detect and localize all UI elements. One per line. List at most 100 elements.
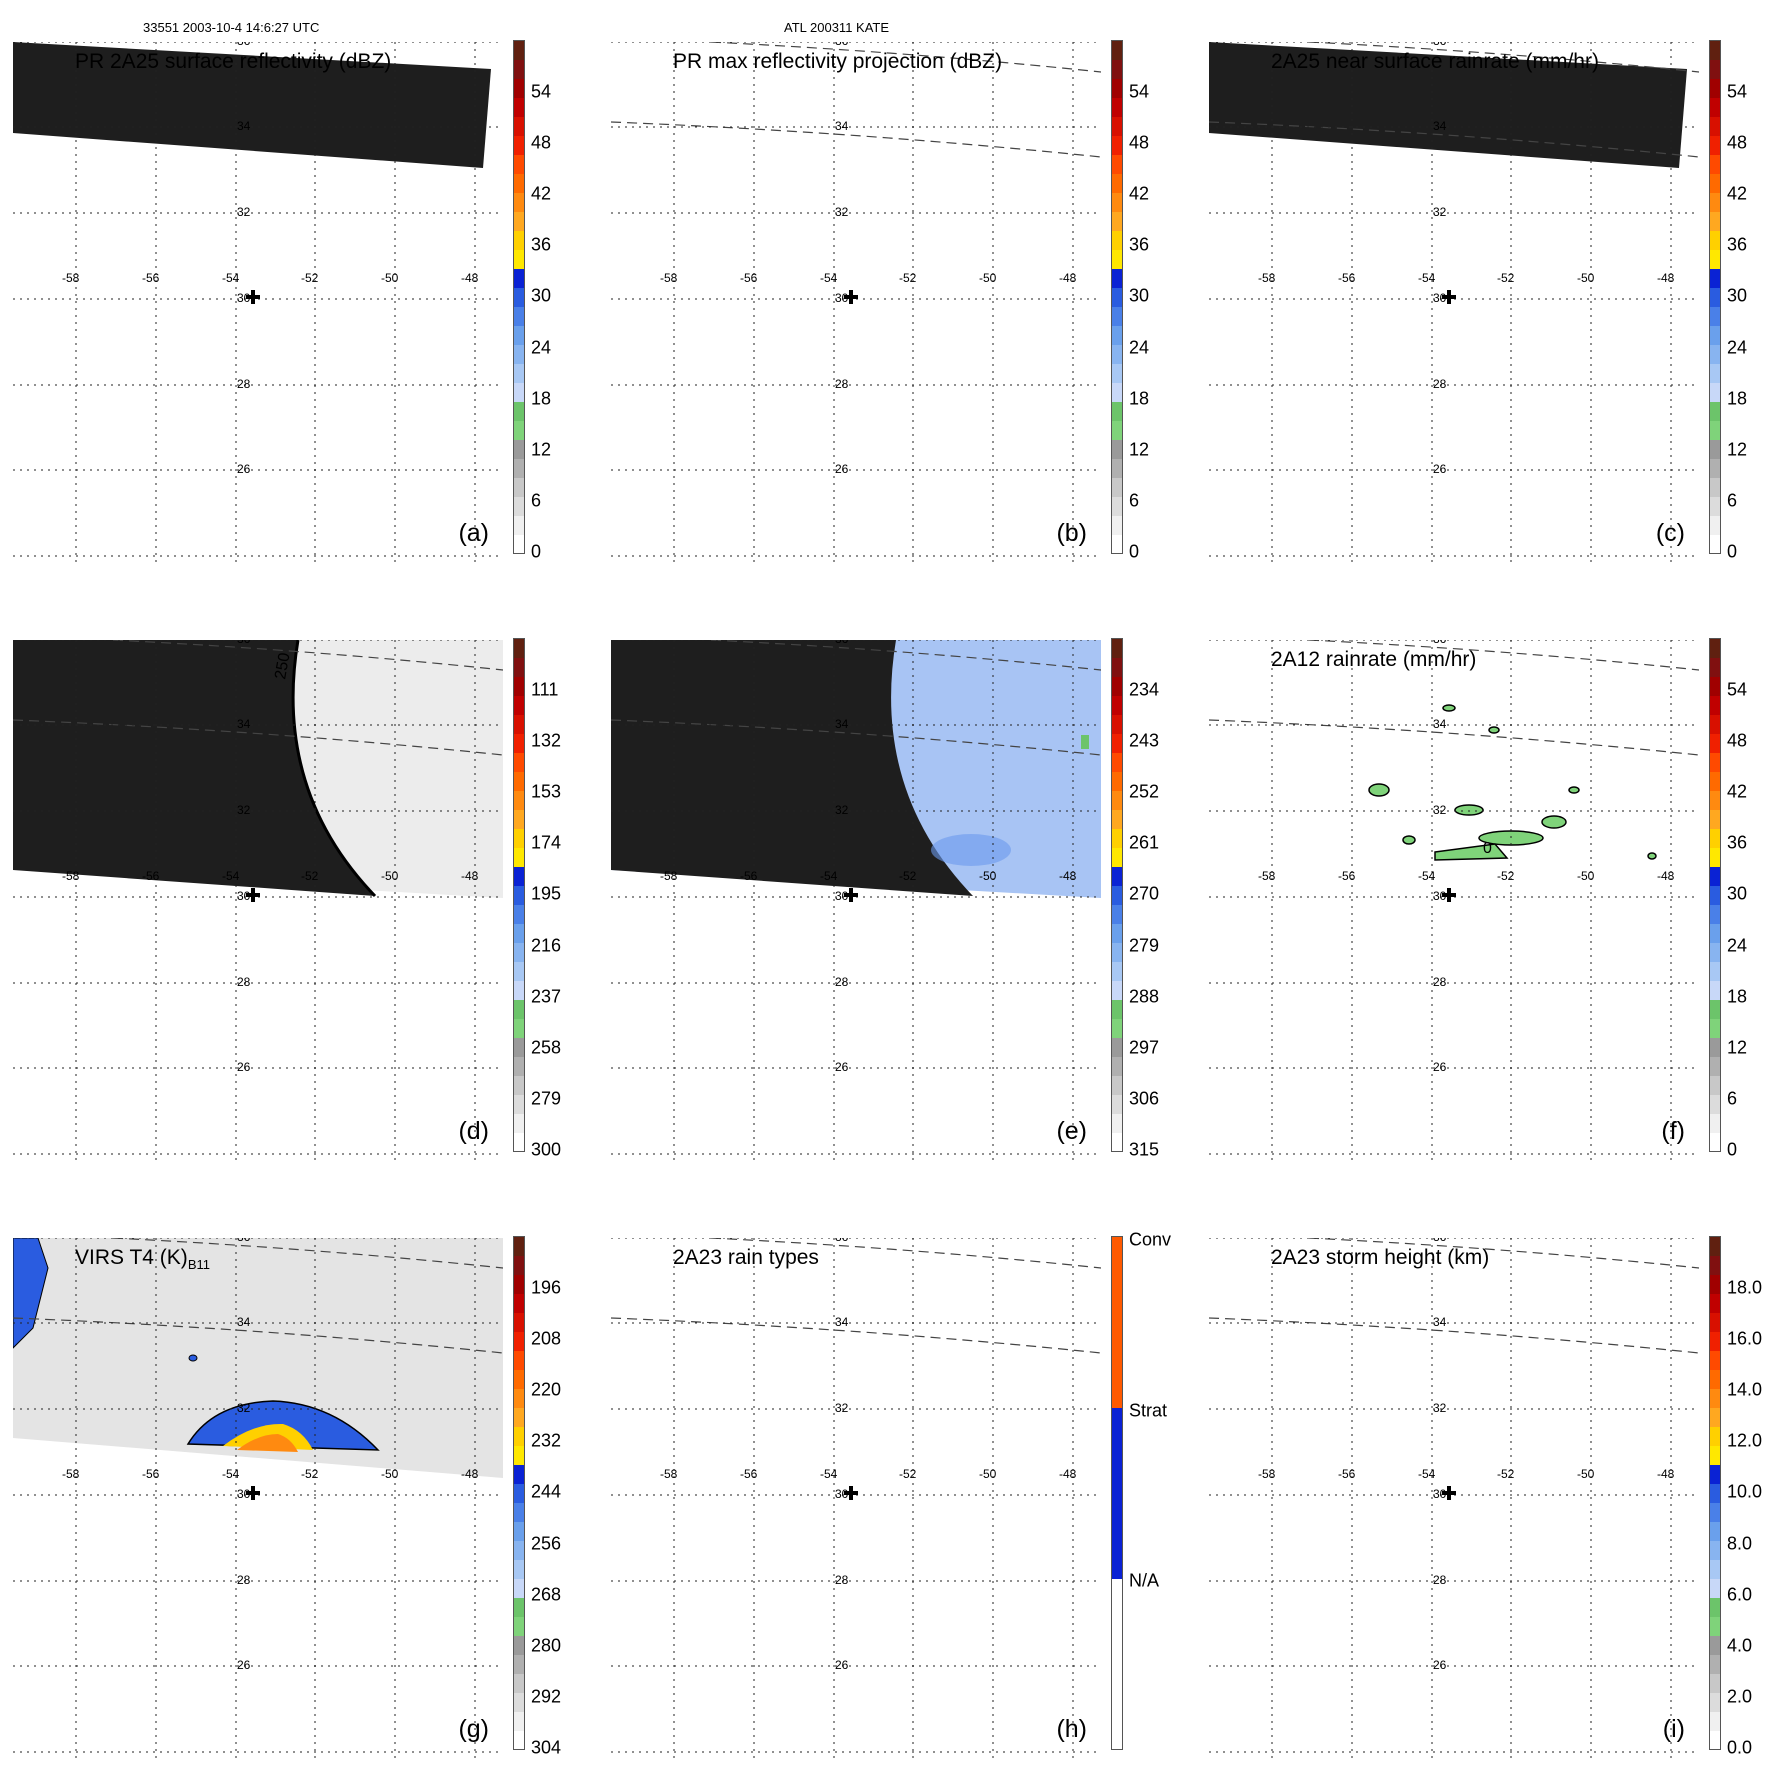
- colorbar-segment-i-21: [1710, 1331, 1720, 1352]
- colorbar-segment-c-0: [1710, 534, 1720, 554]
- colorbar-segment-i-6: [1710, 1616, 1720, 1636]
- lon-label-b-5: -48: [1059, 271, 1077, 285]
- colorbar-segment-g-12: [514, 1502, 524, 1522]
- panel-letter-g: (g): [458, 1715, 489, 1743]
- colorbar-g: [513, 1236, 525, 1750]
- pr-swath-a: [13, 42, 491, 168]
- panel-letter-i: (i): [1662, 1715, 1685, 1743]
- colorbar-tick-f-1: 48: [1727, 730, 1748, 751]
- lon-label-i-2: -54: [1418, 1467, 1436, 1481]
- colorbar-d: [513, 638, 525, 1152]
- tmi-dark-region-e: [611, 640, 973, 896]
- colorbar-segment-e-9: [1112, 961, 1122, 981]
- colorbar-segment-i-9: [1710, 1559, 1720, 1579]
- colorbar-segment-a-19: [514, 173, 524, 194]
- lon-label-a-4: -50: [381, 271, 399, 285]
- colorbar-segment-g-14: [514, 1464, 524, 1484]
- colorbar-segment-b-19: [1112, 173, 1122, 194]
- colorbar-segment-b-17: [1112, 211, 1122, 232]
- colorbar-segment-a-16: [514, 230, 524, 251]
- lat-label-f-4: 28: [1433, 975, 1447, 989]
- colorbar-segment-a-5: [514, 439, 524, 459]
- lon-label-d-0: -58: [62, 869, 80, 883]
- orbit-track-upper-f: [1308, 640, 1699, 671]
- lat-label-a-2: 32: [237, 205, 251, 219]
- colorbar-segment-e-8: [1112, 980, 1122, 1000]
- colorbar-tick-g-3: 232: [531, 1430, 562, 1451]
- colorbar-segment-d-3: [514, 1075, 524, 1095]
- colorbar-segment-g-20: [514, 1350, 524, 1371]
- colorbar-segment-e-14: [1112, 866, 1122, 886]
- colorbar-segment-e-21: [1112, 733, 1122, 754]
- lat-label-i-3: 30: [1433, 1487, 1447, 1501]
- colorbar-segment-f-19: [1710, 771, 1720, 792]
- lon-label-a-1: -56: [142, 271, 160, 285]
- lat-label-i-0: 36: [1433, 1238, 1447, 1244]
- colorbar-segment-a-21: [514, 135, 524, 156]
- colorbar-segment-a-26: [514, 41, 524, 61]
- colorbar-tick-h-1: Strat: [1129, 1400, 1168, 1421]
- lat-label-b-2: 32: [835, 205, 849, 219]
- colorbar-segment-f-2: [1710, 1094, 1720, 1114]
- colorbar-tick-e-5: 279: [1129, 935, 1160, 956]
- colorbar-segment-g-2: [514, 1692, 524, 1712]
- colorbar-tick-e-4: 270: [1129, 883, 1160, 904]
- lat-label-f-0: 36: [1433, 640, 1447, 646]
- colorbar-segment-a-13: [514, 287, 524, 307]
- colorbar-tick-i-7: 4.0: [1727, 1635, 1753, 1656]
- colorbar-segment-g-7: [514, 1597, 524, 1617]
- rain-cell-f-3: [1541, 815, 1567, 829]
- orbit-track-upper-c: [1308, 42, 1699, 73]
- colorbar-segment-f-6: [1710, 1018, 1720, 1038]
- colorbar-tick-h-2: N/A: [1129, 1570, 1160, 1591]
- panel-title-c: 2A25 near surface rainrate (mm/hr): [1271, 50, 1599, 74]
- colorbar-segment-i-0: [1710, 1730, 1720, 1750]
- panel-title-f: 2A12 rainrate (mm/hr): [1271, 648, 1476, 672]
- panel-title-text-b: PR max reflectivity projection (dBZ): [673, 50, 1003, 73]
- header-orbit-time: 33551 2003-10-4 14:6:27 UTC: [143, 20, 320, 35]
- colorbar-tick-f-3: 36: [1727, 832, 1748, 853]
- colorbar-tick-f-4: 30: [1727, 883, 1748, 904]
- lon-label-d-2: -54: [222, 869, 240, 883]
- colorbar-segment-e-4: [1112, 1056, 1122, 1076]
- colorbar-tick-i-0: 18.0: [1727, 1277, 1763, 1298]
- map-canvas-h: -58 -56 -54 -52 -50 -48 36 34 32 30 28 26: [611, 1238, 1101, 1758]
- small-cloud-g: [188, 1354, 198, 1362]
- colorbar-segment-f-5: [1710, 1037, 1720, 1057]
- rain-cell-f-0: [1454, 804, 1484, 816]
- rain-cell-f-1: [1368, 783, 1390, 797]
- lon-label-c-1: -56: [1338, 271, 1356, 285]
- colorbar-segment-i-25: [1710, 1255, 1720, 1276]
- colorbar-tick-b-7: 12: [1129, 439, 1150, 460]
- colorbar-segment-g-18: [514, 1388, 524, 1409]
- colorbar-segment-g-10: [514, 1540, 524, 1560]
- colorbar-tick-i-3: 12.0: [1727, 1430, 1763, 1451]
- panel-letter-b: (b): [1056, 519, 1087, 547]
- colorbar-segment-i-18: [1710, 1388, 1720, 1409]
- colorbar-segment-f-16: [1710, 828, 1720, 849]
- colorbar-tick-g-2: 220: [531, 1379, 562, 1400]
- lon-label-a-0: -58: [62, 271, 80, 285]
- orbit-track-lower-g: [13, 1317, 503, 1354]
- colorbar-segment-d-17: [514, 809, 524, 830]
- cold-patch-e: [931, 834, 1011, 866]
- colorbar-segment-c-5: [1710, 439, 1720, 459]
- colorbar-segment-d-21: [514, 733, 524, 754]
- colorbar-segment-g-9: [514, 1559, 524, 1579]
- colorbar-segment-g-16: [514, 1426, 524, 1447]
- colorbar-segment-i-17: [1710, 1407, 1720, 1428]
- panel-title-subscript-g: B11: [187, 1257, 210, 1273]
- colorbar-segment-b-11: [1112, 325, 1122, 345]
- colorbar-tick-c-1: 48: [1727, 132, 1748, 153]
- colorbar-segment-i-2: [1710, 1692, 1720, 1712]
- colorbar-segment-i-5: [1710, 1635, 1720, 1655]
- colorbar-segment-b-8: [1112, 382, 1122, 402]
- colorbar-segment-c-7: [1710, 401, 1720, 421]
- colorbar-segment-h-0: [1112, 1578, 1122, 1750]
- colorbar-tick-e-7: 297: [1129, 1037, 1160, 1058]
- colorbar-segment-d-20: [514, 752, 524, 773]
- colorbar-segment-e-3: [1112, 1075, 1122, 1095]
- map-canvas-a: -58 -56 -54 -52 -50 -48 36 34 32 30 28 26: [13, 42, 503, 562]
- colorbar-b: [1111, 40, 1123, 554]
- colorbar-tick-b-6: 18: [1129, 388, 1150, 409]
